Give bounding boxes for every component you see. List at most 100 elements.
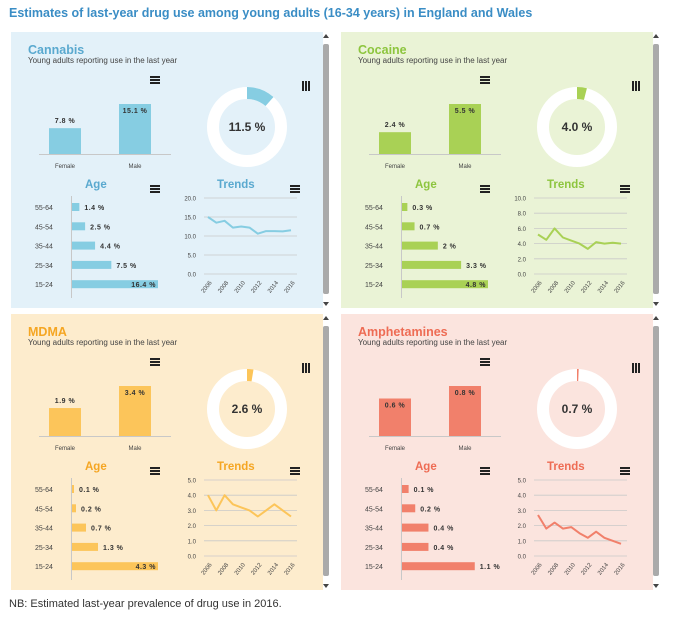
age-bar-35-44[interactable] [402, 241, 438, 250]
trends-chart-menu-icon[interactable] [620, 467, 630, 475]
donut-segment[interactable] [207, 369, 287, 449]
gender-chart-menu-icon[interactable] [150, 358, 160, 366]
gender-bar-chart: 2.4 % Female 5.5 % Male [369, 104, 501, 170]
trends-chart-menu-icon[interactable] [290, 467, 300, 475]
scroll-up-arrow-icon[interactable] [323, 34, 329, 38]
trends-chart-menu-icon[interactable] [620, 185, 630, 193]
age-chart-menu-icon[interactable] [150, 185, 160, 193]
age-bar-35-44[interactable] [402, 523, 429, 532]
age-category-label: 15-24 [35, 282, 53, 289]
trend-x-tick-label: 2014 [267, 562, 280, 577]
gender-chart-menu-icon[interactable] [150, 76, 160, 84]
panel-scrollbar[interactable] [653, 314, 659, 590]
scroll-up-arrow-icon[interactable] [653, 316, 659, 320]
age-category-label: 25-34 [365, 545, 383, 552]
donut-chart-menu-icon[interactable] [302, 81, 310, 91]
scroll-thumb[interactable] [653, 44, 659, 294]
scroll-thumb[interactable] [323, 44, 329, 294]
age-bar-15-24[interactable] [402, 562, 475, 571]
gender-bar-female[interactable] [49, 408, 81, 436]
age-bar-value-label: 4.4 % [100, 244, 121, 251]
age-bar-35-44[interactable] [72, 523, 86, 532]
age-bar-15-24[interactable] [72, 562, 158, 571]
age-chart-menu-icon[interactable] [480, 467, 490, 475]
scroll-down-arrow-icon[interactable] [653, 584, 659, 588]
age-chart-title: Age [85, 461, 107, 473]
age-chart-menu-icon[interactable] [480, 185, 490, 193]
gender-bar-value-label: 0.6 % [385, 403, 406, 410]
age-bar-55-64[interactable] [72, 485, 74, 493]
age-bar-25-34[interactable] [402, 260, 462, 269]
gender-bar-female[interactable] [49, 128, 81, 154]
gender-bar-male[interactable] [449, 386, 481, 436]
age-bar-55-64[interactable] [72, 203, 80, 211]
age-bar-value-label: 0.2 % [81, 506, 102, 513]
gender-bar-male[interactable] [449, 104, 481, 154]
page-title: Estimates of last-year drug use among yo… [9, 6, 533, 20]
gender-bar-value-label: 7.8 % [55, 118, 76, 125]
age-bar-value-label: 16.4 % [131, 282, 156, 289]
scroll-up-arrow-icon[interactable] [653, 34, 659, 38]
donut-value-label: 2.6 % [232, 402, 263, 416]
scroll-down-arrow-icon[interactable] [653, 302, 659, 306]
gender-bar-male[interactable] [119, 386, 151, 436]
panel-scrollbar[interactable] [323, 32, 329, 308]
donut-segment[interactable] [537, 87, 617, 167]
scroll-down-arrow-icon[interactable] [323, 302, 329, 306]
gender-bar-female[interactable] [379, 398, 411, 437]
gender-chart-menu-icon[interactable] [480, 76, 490, 84]
panel-scrollbar[interactable] [323, 314, 329, 590]
age-bar-45-54[interactable] [72, 504, 76, 513]
trend-x-tick-label: 2014 [597, 562, 610, 577]
age-bar-55-64[interactable] [402, 203, 408, 211]
scroll-thumb[interactable] [323, 326, 329, 576]
trend-series-line[interactable] [207, 216, 292, 235]
donut-segment[interactable] [207, 87, 287, 167]
gender-chart-menu-icon[interactable] [480, 358, 490, 366]
gender-bar-male[interactable] [119, 104, 151, 154]
scroll-down-arrow-icon[interactable] [323, 584, 329, 588]
trend-series-line[interactable] [207, 494, 292, 518]
age-chart-title: Age [415, 461, 437, 473]
age-bar-25-34[interactable] [72, 260, 112, 269]
trend-y-tick-label: 1.0 [188, 539, 197, 545]
panel-scrollbar[interactable] [653, 32, 659, 308]
trend-x-tick-label: 2014 [267, 280, 280, 295]
age-category-label: 55-64 [35, 205, 53, 212]
age-bar-35-44[interactable] [72, 241, 96, 250]
age-bar-45-54[interactable] [402, 504, 416, 513]
age-bar-25-34[interactable] [72, 542, 98, 551]
trend-x-tick-label: 2008 [217, 280, 230, 295]
trend-x-tick-label: 2006 [201, 280, 214, 295]
panel-cannabis: Cannabis Young adults reporting use in th… [7, 32, 329, 308]
age-bar-chart: 55-64 0.3 % 45-54 0.7 % 35-44 2 % 25-34 3.3 % 15… [365, 196, 488, 298]
gender-bar-female[interactable] [379, 132, 411, 154]
gender-category-label: Male [458, 164, 472, 170]
age-bar-value-label: 1.1 % [480, 564, 501, 571]
trend-series-line[interactable] [537, 514, 622, 545]
age-bar-15-24[interactable] [402, 280, 488, 289]
trend-y-tick-label: 0.0 [518, 555, 527, 561]
donut-chart-menu-icon[interactable] [632, 363, 640, 373]
trends-chart-title: Trends [217, 461, 255, 473]
trend-series-line[interactable] [537, 227, 622, 250]
donut-chart-menu-icon[interactable] [302, 363, 310, 373]
age-chart-menu-icon[interactable] [150, 467, 160, 475]
trends-chart-menu-icon[interactable] [290, 185, 300, 193]
age-category-label: 25-34 [35, 263, 53, 270]
age-bar-15-24[interactable] [72, 280, 158, 289]
trend-y-tick-label: 5.0 [188, 254, 197, 260]
donut-value-label: 0.7 % [562, 402, 593, 416]
scroll-up-arrow-icon[interactable] [323, 316, 329, 320]
trend-y-tick-label: 8.0 [518, 212, 527, 218]
age-bar-25-34[interactable] [402, 542, 429, 551]
scroll-thumb[interactable] [653, 326, 659, 576]
donut-segment[interactable] [537, 369, 617, 449]
age-category-label: 45-54 [365, 224, 383, 231]
age-bar-45-54[interactable] [402, 222, 415, 231]
trend-y-tick-label: 3.0 [188, 509, 197, 515]
donut-chart-menu-icon[interactable] [632, 81, 640, 91]
age-category-label: 55-64 [35, 487, 53, 494]
age-bar-55-64[interactable] [402, 485, 409, 493]
age-bar-45-54[interactable] [72, 222, 86, 231]
